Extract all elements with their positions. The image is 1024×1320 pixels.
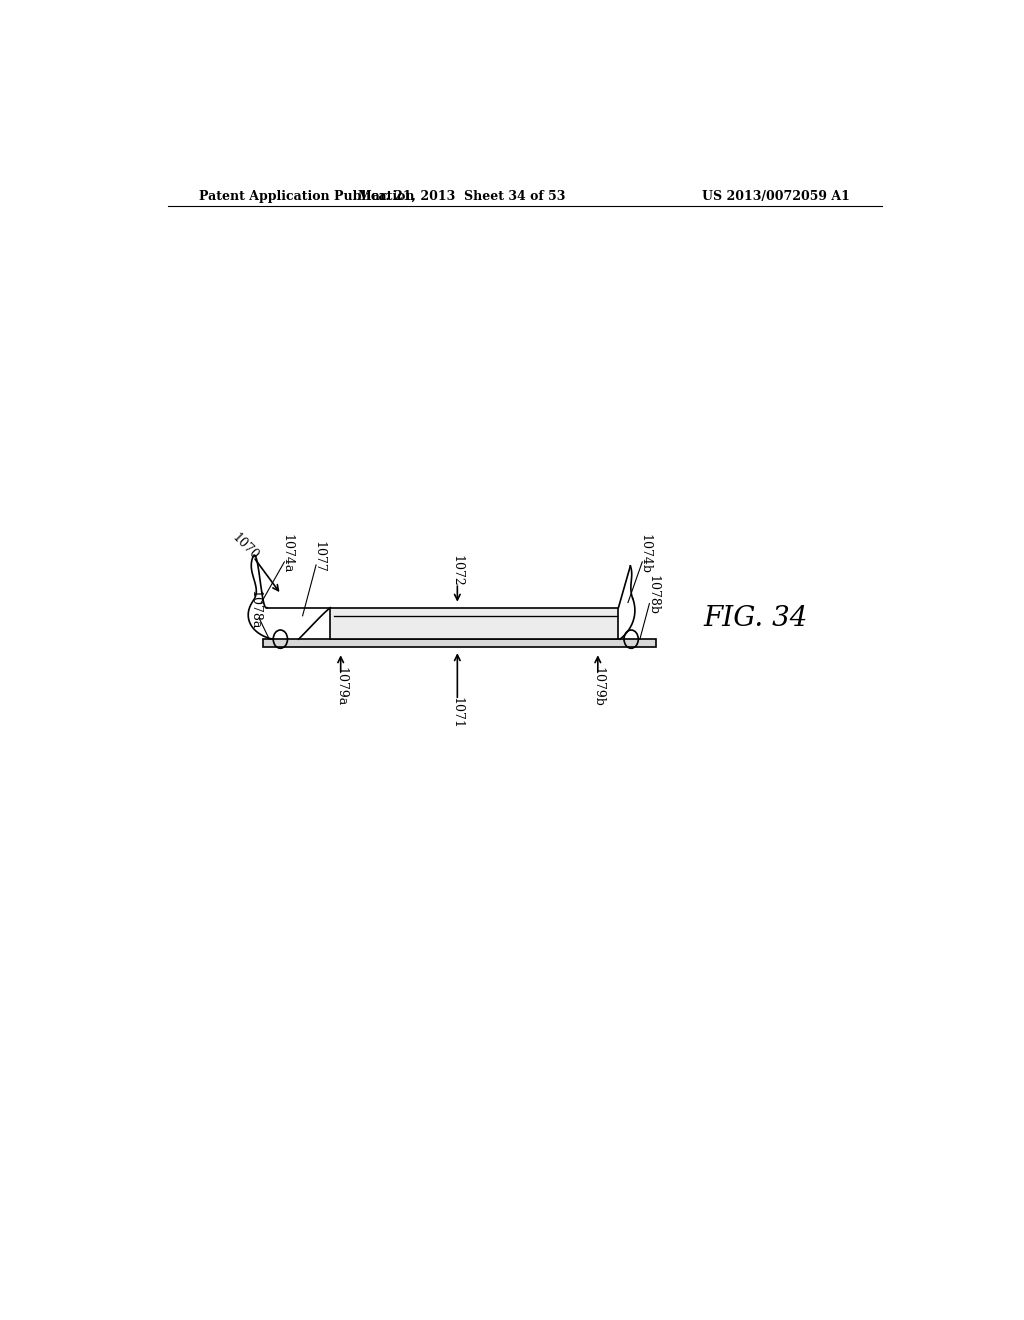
Text: 1072: 1072: [451, 556, 464, 587]
Text: 1071: 1071: [451, 697, 464, 729]
Text: Patent Application Publication: Patent Application Publication: [200, 190, 415, 202]
Text: US 2013/0072059 A1: US 2013/0072059 A1: [702, 190, 850, 202]
Text: 1079a: 1079a: [334, 668, 347, 706]
Text: 1074a: 1074a: [281, 535, 293, 573]
Text: 1074b: 1074b: [639, 533, 652, 574]
Text: 1078a: 1078a: [249, 590, 261, 630]
Text: 1078b: 1078b: [646, 576, 659, 615]
Text: 1079b: 1079b: [591, 667, 604, 708]
Polygon shape: [263, 639, 655, 647]
Text: 1077: 1077: [312, 541, 325, 573]
Text: Mar. 21, 2013  Sheet 34 of 53: Mar. 21, 2013 Sheet 34 of 53: [357, 190, 565, 202]
Text: FIG. 34: FIG. 34: [703, 606, 808, 632]
Polygon shape: [331, 607, 618, 639]
Text: 1070: 1070: [229, 531, 261, 562]
